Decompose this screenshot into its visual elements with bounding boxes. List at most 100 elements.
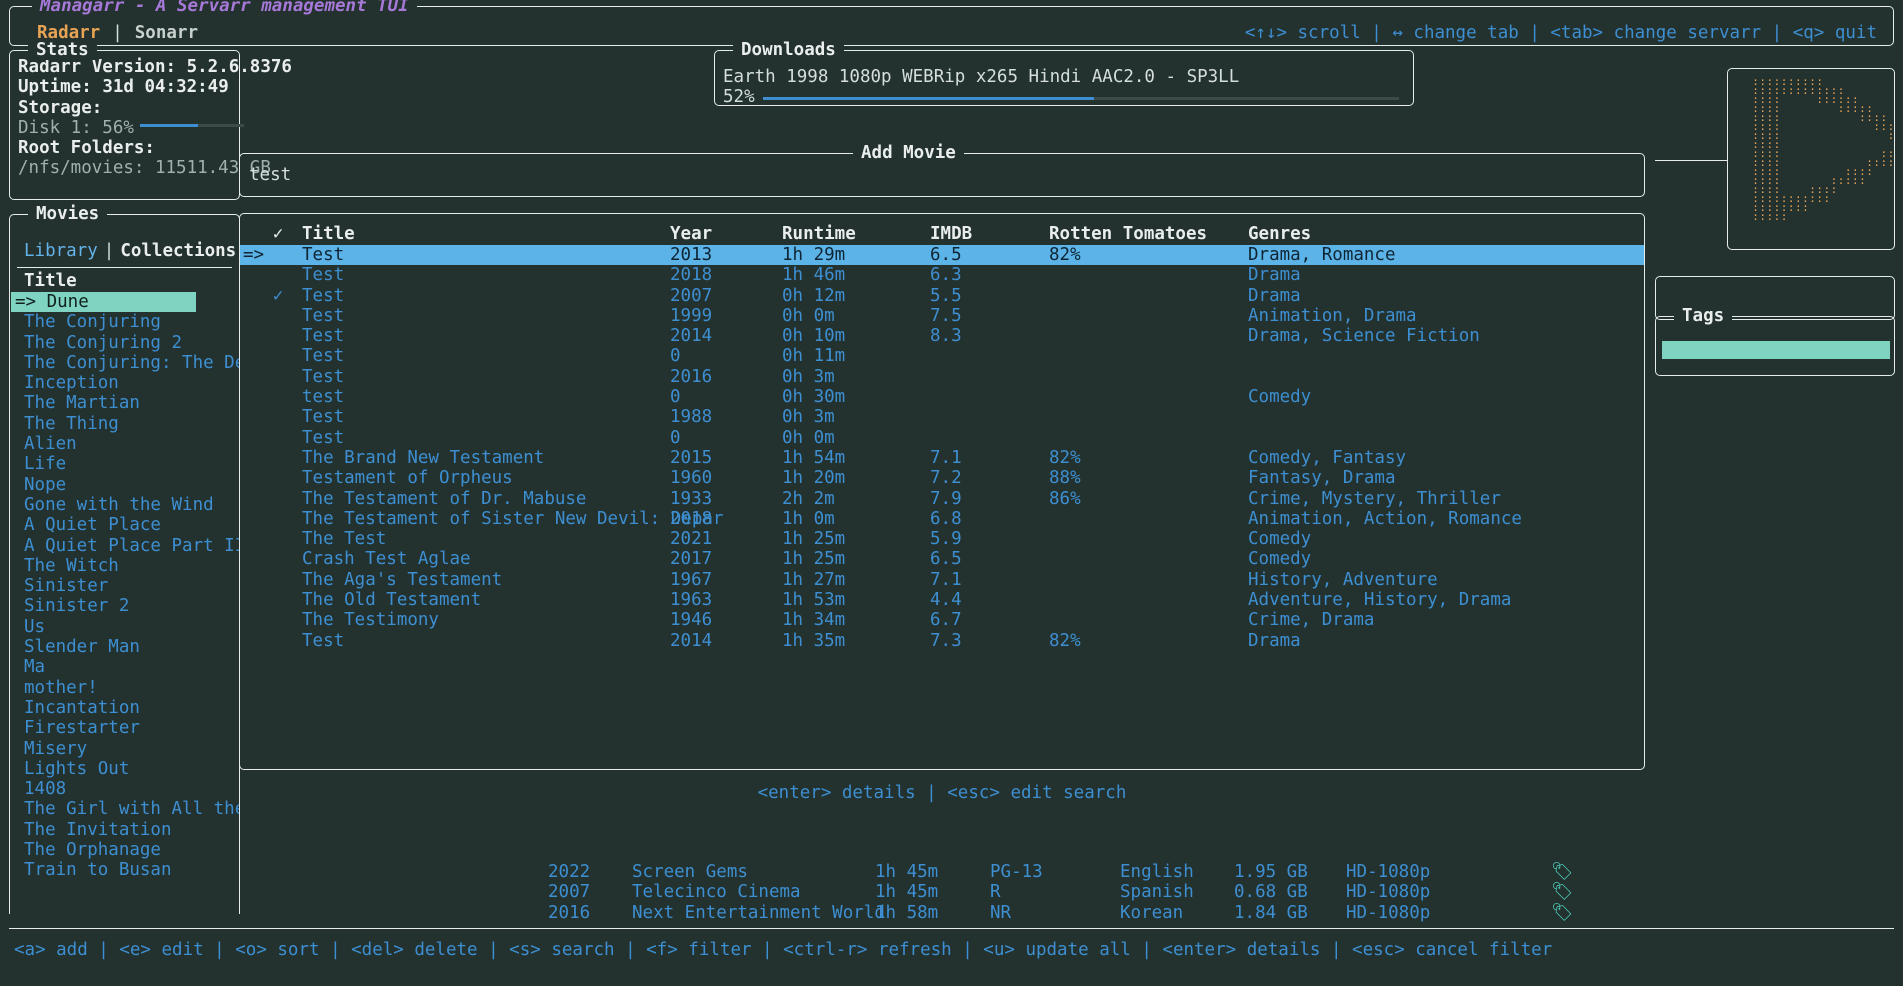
movie-list-item[interactable]: The Orphanage: [11, 840, 239, 860]
movie-list-item[interactable]: Alien: [11, 434, 239, 454]
tab-sonarr[interactable]: Sonarr: [134, 23, 198, 43]
movie-list-item[interactable]: Gone with the Wind: [11, 495, 239, 515]
movie-list-item-label: Train to Busan: [24, 860, 172, 881]
movie-list-item-label: The Conjuring 2: [24, 332, 183, 353]
table-row[interactable]: The Brand New Testament 2015 1h 54m 7.1 82% C…: [240, 448, 1644, 468]
movie-list-item[interactable]: The Conjuring 2: [11, 333, 239, 353]
movie-list-item[interactable]: The Witch: [11, 556, 239, 576]
movie-list-item-label: Gone with the Wind: [24, 494, 214, 515]
table-row[interactable]: The Test 2021 1h 25m 5.9 Comedy: [240, 529, 1644, 549]
movies-tab-bar[interactable]: Library | Collections: [18, 241, 242, 261]
movie-list-item[interactable]: Us: [11, 617, 239, 637]
movie-list-item[interactable]: mother!: [11, 678, 239, 698]
movie-list-item-label: Misery: [24, 738, 88, 759]
cell-runtime: 0h 12m: [782, 285, 846, 306]
detail-rating: R: [990, 882, 1001, 903]
table-row[interactable]: The Aga's Testament 1967 1h 27m 7.1 History,…: [240, 570, 1644, 590]
movie-detail-rows[interactable]: 2022 Screen Gems 1h 45m PG-13 English 1.95 GB…: [0, 862, 1903, 923]
movie-list-item[interactable]: Sinister: [11, 576, 239, 596]
movie-list-item[interactable]: Misery: [11, 739, 239, 759]
cell-imdb: 7.2: [930, 468, 962, 489]
table-row[interactable]: => Test 2013 1h 29m 6.5 82% Drama, Romance: [240, 245, 1644, 266]
col-header-genres: Genres: [1248, 224, 1312, 244]
add-movie-search-input[interactable]: test: [249, 165, 292, 185]
cell-year: 2016: [670, 366, 713, 387]
movie-list-item[interactable]: Incantation: [11, 698, 239, 718]
cell-year: 1988: [670, 407, 713, 428]
movie-list-item[interactable]: The Invitation: [11, 820, 239, 840]
movie-list-item-label: The Martian: [24, 393, 140, 414]
movie-list-item-label: A Quiet Place: [24, 515, 161, 536]
add-movie-panel[interactable]: Add Movie test: [239, 143, 1645, 197]
version-label: Radarr Version:: [18, 57, 177, 77]
table-row[interactable]: The Testament of Dr. Mabuse 1933 2h 2m 7.9 8…: [240, 489, 1644, 509]
detail-row[interactable]: 2007 Telecinco Cinema 1h 45m R Spanish 0.68 G…: [0, 882, 1903, 902]
movie-list-item[interactable]: Ma: [11, 657, 239, 677]
table-row[interactable]: Test 1988 0h 3m: [240, 407, 1644, 427]
cell-year: 2018: [670, 265, 713, 286]
cell-genres: Drama, Science Fiction: [1248, 326, 1480, 347]
movie-list-item[interactable]: The Conjuring: The De: [11, 353, 239, 373]
cell-year: 2007: [670, 285, 713, 306]
movie-list-item-label: 1408: [24, 779, 67, 800]
cell-runtime: 1h 20m: [782, 468, 846, 489]
movies-divider: [17, 267, 232, 268]
movie-list-item[interactable]: Sinister 2: [11, 596, 239, 616]
movie-list-item[interactable]: Inception: [11, 373, 239, 393]
cell-runtime: 1h 0m: [782, 508, 835, 529]
detail-row[interactable]: 2022 Screen Gems 1h 45m PG-13 English 1.95 GB…: [0, 862, 1903, 882]
download-percent-label: 52%: [723, 87, 755, 107]
results-table-body[interactable]: => Test 2013 1h 29m 6.5 82% Drama, Romance Test…: [240, 245, 1644, 651]
movie-list-item[interactable]: A Quiet Place Part II: [11, 536, 239, 556]
col-header-rotten-tomatoes: Rotten Tomatoes: [1049, 224, 1208, 244]
table-row[interactable]: The Testament of Sister New Devil: Depar…: [240, 509, 1644, 529]
cell-title: The Testament of Sister New Devil: Depar: [302, 508, 724, 529]
movie-list-item[interactable]: 1408: [11, 779, 239, 799]
cell-imdb: 6.3: [930, 265, 962, 286]
movie-list-item[interactable]: The Martian: [11, 393, 239, 413]
table-row[interactable]: ✓ Test 2007 0h 12m 5.5 Drama: [240, 286, 1644, 306]
movie-list-item[interactable]: Life: [11, 454, 239, 474]
movie-list-item-label: The Orphanage: [24, 840, 161, 861]
cell-year: 2021: [670, 529, 713, 550]
table-row[interactable]: Test 2014 1h 35m 7.3 82% Drama: [240, 631, 1644, 651]
table-row[interactable]: Test 2016 0h 3m: [240, 367, 1644, 387]
servarr-tabs[interactable]: Radarr | Sonarr: [25, 23, 210, 43]
movies-list[interactable]: => Dune The Conjuring The Conjuring 2 The C…: [11, 292, 239, 881]
movie-list-item[interactable]: Slender Man: [11, 637, 239, 657]
disk-label: Disk 1: 56%: [18, 117, 134, 138]
table-row[interactable]: Test 2014 0h 10m 8.3 Drama, Science Fiction: [240, 326, 1644, 346]
tab-library[interactable]: Library: [24, 241, 98, 261]
table-row[interactable]: Testament of Orpheus 1960 1h 20m 7.2 88% Fant…: [240, 468, 1644, 488]
detail-language: English: [1120, 862, 1194, 882]
movie-list-item[interactable]: A Quiet Place: [11, 515, 239, 535]
table-row[interactable]: Crash Test Aglae 2017 1h 25m 6.5 Comedy: [240, 549, 1644, 569]
table-row[interactable]: The Old Testament 1963 1h 53m 4.4 Adventure,…: [240, 590, 1644, 610]
movie-list-item[interactable]: Lights Out: [11, 759, 239, 779]
movie-list-item-label: Inception: [24, 373, 119, 394]
table-row[interactable]: test 0 0h 30m Comedy: [240, 387, 1644, 407]
cell-year: 2018: [670, 508, 713, 529]
movies-panel: Movies Library | Collections Title => Dune…: [9, 204, 242, 914]
movie-list-item[interactable]: Nope: [11, 475, 239, 495]
detail-row[interactable]: 2016 Next Entertainment World 1h 58m NR Kore…: [0, 903, 1903, 923]
movie-list-item[interactable]: The Thing: [11, 414, 239, 434]
table-row[interactable]: Test 0 0h 0m: [240, 428, 1644, 448]
cell-genres: History, Adventure: [1248, 569, 1438, 590]
movie-list-item[interactable]: => Dune: [11, 292, 196, 313]
tab-radarr[interactable]: Radarr: [37, 23, 101, 43]
movie-list-item[interactable]: Firestarter: [11, 718, 239, 738]
tab-collections[interactable]: Collections: [120, 241, 237, 261]
table-row[interactable]: Test 2018 1h 46m 6.3 Drama: [240, 265, 1644, 285]
movie-list-item[interactable]: Train to Busan: [11, 860, 239, 880]
cell-rotten-tomatoes: 82%: [1049, 630, 1081, 651]
movie-list-item[interactable]: The Girl with All the: [11, 799, 239, 819]
table-row[interactable]: The Testimony 1946 1h 34m 6.7 Crime, Drama: [240, 610, 1644, 630]
table-row[interactable]: Test 1999 0h 0m 7.5 Animation, Drama: [240, 306, 1644, 326]
cell-title: The Test: [302, 529, 387, 550]
tags-chip[interactable]: [1662, 341, 1890, 359]
table-row[interactable]: Test 0 0h 11m: [240, 346, 1644, 366]
movie-list-item[interactable]: The Conjuring: [11, 312, 239, 332]
tag-icon: 🏷: [1551, 862, 1574, 882]
movie-list-item-label: The Girl with All the: [24, 799, 239, 820]
